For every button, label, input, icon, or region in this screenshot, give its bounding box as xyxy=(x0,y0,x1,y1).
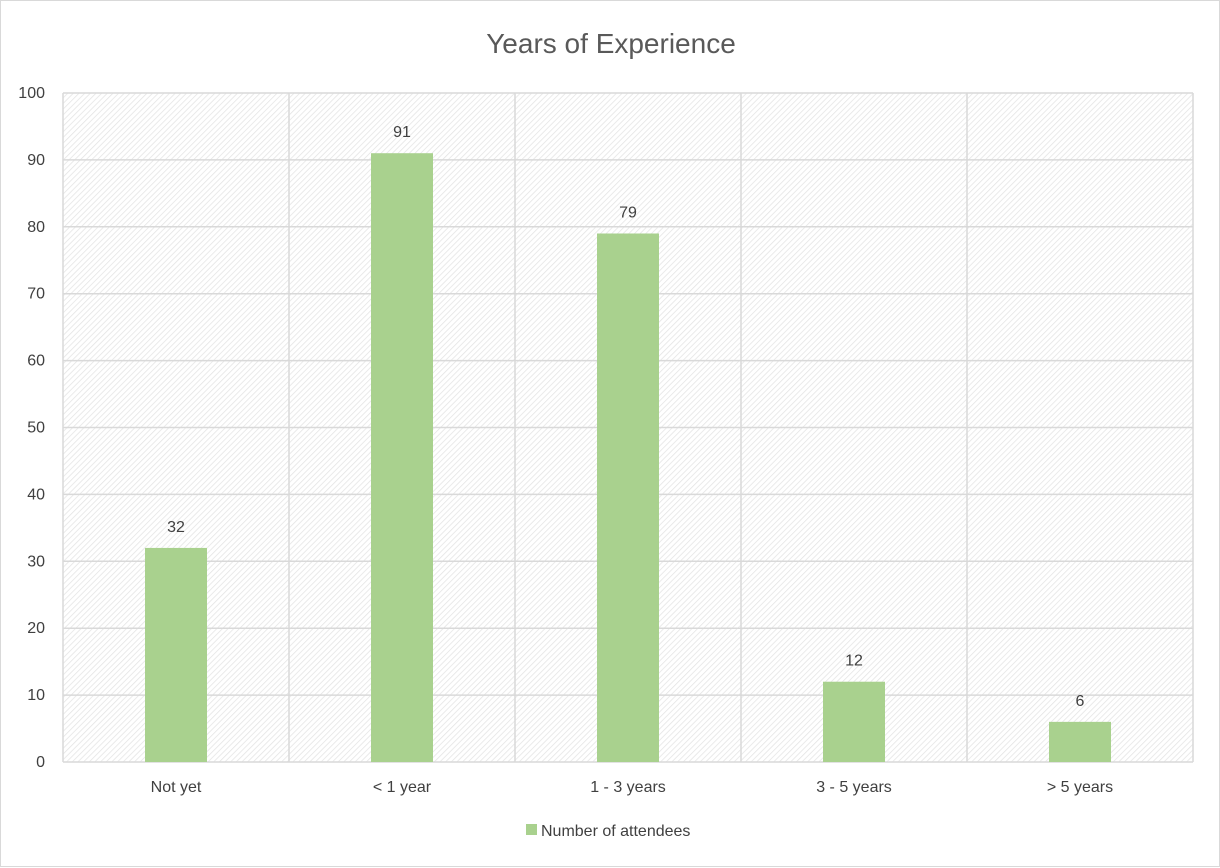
x-tick-label: 3 - 5 years xyxy=(816,779,892,796)
y-tick-label: 100 xyxy=(18,85,45,102)
data-label: 32 xyxy=(167,519,185,536)
data-labels: 32 91 79 12 6 xyxy=(167,124,1084,710)
legend-label: Number of attendees xyxy=(541,823,690,840)
x-tick-label: Not yet xyxy=(151,779,202,796)
bar xyxy=(597,233,659,763)
x-tick-label: < 1 year xyxy=(373,779,432,796)
y-tick-label: 90 xyxy=(27,152,45,169)
y-tick-label: 30 xyxy=(27,553,45,570)
y-tick-label: 60 xyxy=(27,353,45,370)
x-tick-label: > 5 years xyxy=(1047,779,1113,796)
y-tick-label: 10 xyxy=(27,687,45,704)
y-tick-label: 50 xyxy=(27,420,45,437)
bar xyxy=(1049,721,1111,762)
data-label: 79 xyxy=(619,204,637,221)
bars xyxy=(145,153,1111,763)
legend-swatch xyxy=(526,824,537,835)
data-label: 91 xyxy=(393,124,411,141)
y-tick-label: 0 xyxy=(36,754,45,771)
y-tick-label: 80 xyxy=(27,219,45,236)
chart-title: Years of Experience xyxy=(486,28,736,59)
legend: Number of attendees xyxy=(526,823,690,840)
bar xyxy=(145,547,207,762)
bar xyxy=(371,153,433,762)
y-tick-label: 20 xyxy=(27,620,45,637)
bar xyxy=(823,681,885,762)
x-axis-ticks: Not yet < 1 year 1 - 3 years 3 - 5 years > 5… xyxy=(151,779,1113,796)
data-label: 6 xyxy=(1076,693,1085,710)
y-tick-label: 70 xyxy=(27,286,45,303)
data-label: 12 xyxy=(845,653,863,670)
y-axis-ticks: 0 10 20 30 40 50 60 70 80 90 100 xyxy=(18,85,45,771)
x-tick-label: 1 - 3 years xyxy=(590,779,666,796)
y-tick-label: 40 xyxy=(27,486,45,503)
